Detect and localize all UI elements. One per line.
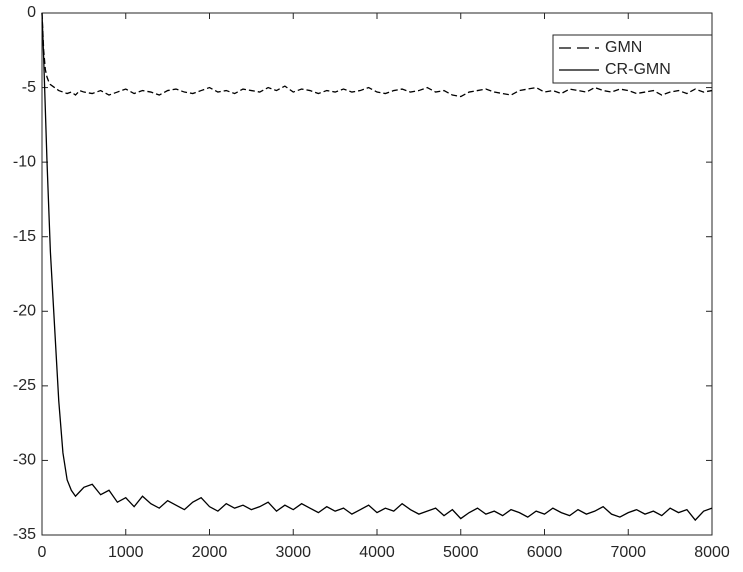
y-tick-label: 0 xyxy=(27,4,36,21)
y-tick-label: -5 xyxy=(22,79,36,96)
y-tick-label: -25 xyxy=(13,377,36,394)
x-tick-label: 0 xyxy=(38,544,47,561)
y-tick-label: -15 xyxy=(13,228,36,245)
y-tick-label: -35 xyxy=(13,526,36,543)
x-tick-label: 6000 xyxy=(527,544,563,561)
y-tick-label: -30 xyxy=(13,452,36,469)
plot-area xyxy=(42,13,712,535)
legend-label: GMN xyxy=(605,39,642,56)
x-tick-label: 8000 xyxy=(694,544,730,561)
x-tick-label: 1000 xyxy=(108,544,144,561)
y-tick-label: -20 xyxy=(13,303,36,320)
x-tick-label: 5000 xyxy=(443,544,479,561)
x-tick-label: 4000 xyxy=(359,544,395,561)
x-tick-label: 2000 xyxy=(192,544,228,561)
chart: 0 1000 2000 3000 4000 5000 6000 7000 8000 0 -5 -10 -… xyxy=(0,0,743,572)
x-tick-label: 3000 xyxy=(275,544,311,561)
x-tick-label: 7000 xyxy=(610,544,646,561)
legend-label: CR-GMN xyxy=(605,61,671,78)
y-tick-label: -10 xyxy=(13,153,36,170)
